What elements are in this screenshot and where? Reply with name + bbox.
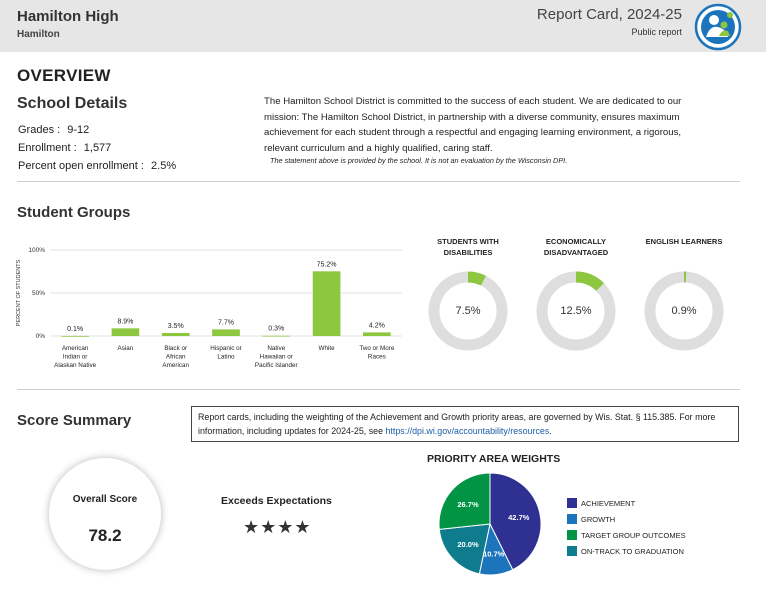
- legend-label: TARGET GROUP OUTCOMES: [581, 531, 686, 540]
- report-title: Report Card, 2024-25: [536, 6, 682, 23]
- donut-chart-disabilities: [428, 271, 508, 351]
- donut-segment: [575, 271, 604, 292]
- legend-label: ACHIEVEMENT: [581, 499, 636, 508]
- legend-swatch: [567, 498, 577, 508]
- x-tick-label: Alaskan Native: [54, 362, 96, 369]
- legend-swatch: [567, 514, 577, 524]
- y-tick-label: 100%: [28, 247, 45, 254]
- priority-weights-pie-chart: 42.7% 10.7% 20.0% 26.7%: [438, 472, 542, 576]
- x-tick-label: Pacific Islander: [255, 362, 298, 369]
- student-groups-bar-chart: PERCENT OF STUDENTS 0% 50% 100% 0.1% American…: [16, 247, 402, 369]
- x-tick-label: Asian: [118, 345, 134, 352]
- x-tick-label: Races: [368, 354, 386, 361]
- bar: [161, 332, 190, 336]
- pie-value-label: 10.7%: [483, 549, 505, 558]
- y-tick-label: 50%: [32, 290, 45, 297]
- open-enrollment-detail: Percent open enrollment : 2.5%: [18, 160, 176, 172]
- bar-value-label: 0.1%: [67, 326, 83, 333]
- school-details-heading: School Details: [17, 95, 128, 112]
- bar: [212, 329, 240, 336]
- legend-swatch: [567, 546, 577, 556]
- pie-slice: [438, 472, 491, 530]
- grades-value: 9-12: [67, 124, 90, 136]
- donut-title-disabilities: STUDENTS WITH DISABILITIES: [437, 237, 499, 257]
- grades-detail: Grades : 9-12: [18, 124, 89, 136]
- donut-chart-ell: [644, 271, 724, 351]
- pie-value-label: 26.7%: [457, 500, 479, 509]
- mission-statement: The Hamilton School District is committe…: [264, 96, 682, 154]
- dpi-logo-icon: [694, 3, 742, 51]
- bar-value-label: 0.3%: [268, 326, 284, 333]
- donut-segment: [467, 271, 486, 286]
- report-type: Public report: [631, 27, 682, 37]
- bar-value-label: 4.2%: [369, 322, 385, 329]
- enrollment-detail: Enrollment : 1,577: [18, 142, 111, 154]
- statute-note-text: Report cards, including the weighting of…: [198, 412, 716, 436]
- student-groups-heading: Student Groups: [17, 204, 131, 221]
- x-tick-label: Hawaiian or: [260, 354, 293, 361]
- overall-score-value: 78.2: [88, 526, 122, 545]
- bar: [262, 335, 291, 337]
- district-name: Hamilton: [17, 29, 60, 40]
- x-tick-label: American: [162, 362, 189, 369]
- divider: [17, 181, 740, 182]
- school-name: Hamilton High: [17, 8, 119, 25]
- legend-label: ON-TRACK TO GRADUATION: [581, 547, 684, 556]
- x-tick-label: Native: [267, 345, 285, 352]
- pie-value-label: 20.0%: [457, 540, 479, 549]
- x-tick-label: African: [166, 354, 186, 361]
- x-tick-label: Indian or: [63, 354, 88, 361]
- bar: [111, 328, 140, 336]
- bar-value-label: 7.7%: [218, 319, 234, 326]
- bar: [61, 335, 89, 337]
- statute-note: Report cards, including the weighting of…: [191, 406, 739, 442]
- overall-score-card: Overall Score 78.2: [49, 458, 161, 570]
- bar-value-label: 3.5%: [168, 323, 184, 330]
- x-tick-label: Black or: [164, 345, 187, 352]
- pie-slice: [438, 523, 491, 575]
- overview-heading: OVERVIEW: [17, 66, 111, 85]
- donut-value-econ: 12.5%: [560, 305, 592, 317]
- donut-value-ell: 0.9%: [671, 305, 697, 317]
- enrollment-label: Enrollment :: [18, 142, 77, 154]
- overall-score-label: Overall Score: [72, 494, 138, 505]
- bar-value-label: 75.2%: [317, 261, 337, 268]
- y-axis-label: PERCENT OF STUDENTS: [16, 259, 22, 326]
- legend-swatch: [567, 530, 577, 540]
- x-tick-label: American: [62, 345, 89, 352]
- x-tick-label: Hispanic or: [210, 345, 242, 352]
- priority-weights-title: PRIORITY AREA WEIGHTS: [427, 453, 561, 465]
- legend-label: GROWTH: [581, 515, 616, 524]
- divider: [17, 389, 740, 390]
- bar: [312, 271, 341, 336]
- pie-value-label: 42.7%: [508, 513, 530, 522]
- grades-label: Grades :: [18, 124, 61, 136]
- bar-value-label: 8.9%: [117, 318, 133, 325]
- x-tick-label: Latino: [217, 354, 235, 361]
- pie-slice: [489, 472, 542, 571]
- donut-title-ell: ENGLISH LEARNERS: [645, 237, 723, 246]
- statute-note-end: .: [549, 426, 552, 436]
- accountability-resources-link[interactable]: https://dpi.wi.gov/accountability/resour…: [385, 426, 550, 436]
- bar: [363, 332, 391, 336]
- x-tick-label: Two or More: [359, 345, 394, 352]
- donut-value-disabilities: 7.5%: [455, 305, 481, 317]
- donut-title-econ: ECONOMICALLY DISADVANTAGED: [543, 237, 609, 257]
- y-tick-label: 0%: [36, 333, 46, 340]
- score-summary-heading: Score Summary: [17, 412, 132, 429]
- open-enrollment-value: 2.5%: [151, 160, 177, 172]
- report-header: Hamilton High Hamilton Report Card, 2024…: [0, 0, 766, 52]
- x-tick-label: White: [319, 345, 336, 352]
- mission-disclaimer: The statement above is provided by the s…: [270, 156, 568, 165]
- enrollment-value: 1,577: [83, 142, 112, 154]
- open-enrollment-label: Percent open enrollment :: [18, 160, 144, 172]
- rating-stars-icon: ★★★★: [243, 517, 312, 537]
- rating-label: Exceeds Expectations: [221, 495, 332, 507]
- donut-chart-econ: [536, 271, 616, 351]
